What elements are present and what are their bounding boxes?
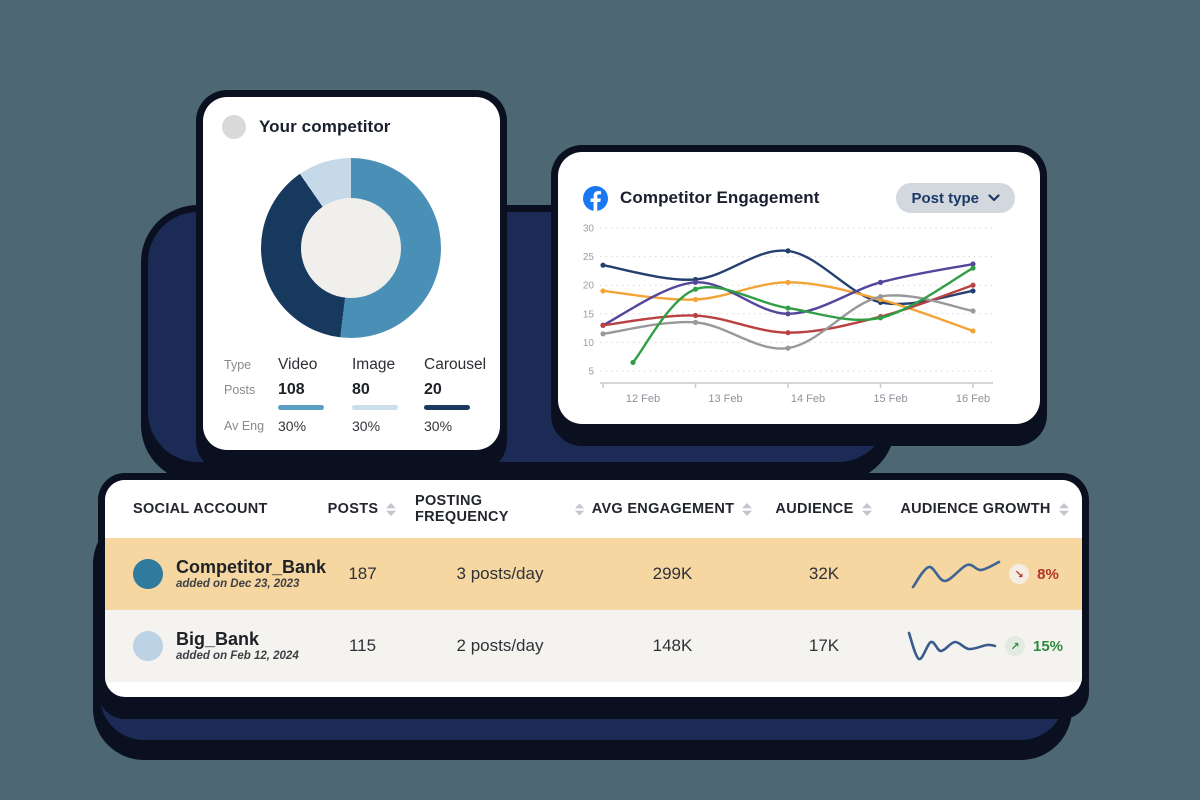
growth-percentage: 8% — [1037, 565, 1059, 583]
legend-posts-value: 80 — [352, 380, 370, 398]
svg-text:30: 30 — [583, 224, 595, 235]
column-header-audience[interactable]: AUDIENCE — [760, 501, 888, 517]
sort-icon — [1058, 502, 1069, 516]
sort-icon — [386, 502, 397, 516]
frequency-cell: 2 posts/day — [456, 636, 544, 655]
account-added-date: added on Dec 23, 2023 — [176, 578, 300, 591]
legend-row-label: Posts — [224, 382, 256, 397]
legend-type-label: Carousel — [424, 355, 487, 373]
column-header-posts[interactable]: POSTS — [310, 501, 415, 517]
sort-icon — [861, 502, 872, 516]
table-header-row: SOCIAL ACCOUNT POSTS POSTING FREQUENCY AVG … — [105, 480, 1082, 538]
account-cell: Big_Bank added on Feb 12, 2024 — [105, 628, 310, 663]
table-row-competitor_bank[interactable]: Competitor_Bank added on Dec 23, 2023 187 3… — [105, 538, 1082, 610]
svg-text:14 Feb: 14 Feb — [791, 393, 825, 405]
facebook-icon — [583, 185, 608, 211]
account-name: Competitor_Bank — [176, 556, 327, 577]
post-type-donut-chart — [261, 158, 441, 338]
audience-growth-cell: ↗ 15% — [888, 629, 1082, 663]
column-header-audience-growth[interactable]: AUDIENCE GROWTH — [888, 501, 1082, 517]
legend-avg-eng-value: 30% — [352, 417, 381, 434]
legend-color-bar — [278, 402, 352, 413]
column-header-avg-engagement[interactable]: AVG ENGAGEMENT — [585, 501, 760, 517]
donut-card-title: Your competitor — [259, 117, 391, 136]
trend-down-icon: ↘ — [1009, 564, 1030, 584]
legend-posts-value: 108 — [278, 380, 305, 398]
column-header-label: SOCIAL ACCOUNT — [133, 501, 268, 517]
legend-avg-eng-value: 30% — [424, 417, 453, 434]
post-type-legend: Type Video Image Carousel Posts 108 80 20 Av Eng… — [224, 352, 490, 438]
table-row-big_bank[interactable]: Big_Bank added on Feb 12, 2024 115 2 posts/… — [105, 610, 1082, 682]
audience-cell: 32K — [808, 564, 840, 583]
growth-sparkline — [911, 560, 1001, 589]
competitors-table-card: SOCIAL ACCOUNT POSTS POSTING FREQUENCY AVG … — [105, 480, 1082, 697]
sort-icon — [574, 503, 585, 515]
post-type-dropdown-label: Post type — [911, 189, 979, 207]
legend-color-bar — [352, 402, 424, 413]
post-type-dropdown[interactable]: Post type — [896, 183, 1015, 213]
posts-cell: 115 — [348, 636, 377, 655]
column-header-label: POSTING FREQUENCY — [415, 493, 509, 525]
legend-type-label: Video — [278, 355, 318, 373]
column-header-social-account: SOCIAL ACCOUNT — [105, 501, 310, 517]
engagement-line-chart: 30 25 20 15 10 5 12 Feb 13 Feb 14 Feb 15 Feb 16 Fe… — [583, 224, 993, 405]
growth-sparkline — [907, 631, 997, 661]
column-header-label: AUDIENCE — [775, 501, 854, 517]
svg-text:15: 15 — [583, 309, 595, 320]
column-header-label: AUDIENCE GROWTH — [900, 501, 1051, 517]
svg-text:20: 20 — [583, 281, 595, 292]
table-body: Competitor_Bank added on Dec 23, 2023 187 3… — [105, 538, 1082, 682]
column-header-posting-frequency[interactable]: POSTING FREQUENCY — [415, 493, 585, 525]
competitor-post-types-card: Your competitor Type Video Image Carousel Po… — [203, 97, 500, 450]
competitor-avatar-icon — [222, 115, 246, 139]
account-avatar — [133, 630, 163, 661]
svg-text:13 Feb: 13 Feb — [708, 393, 742, 405]
audience-cell: 17K — [808, 636, 840, 655]
legend-type-label: Image — [352, 355, 396, 373]
column-header-label: AVG ENGAGEMENT — [591, 501, 735, 517]
competitor-engagement-card: 30 25 20 15 10 5 12 Feb 13 Feb 14 Feb 15 Feb 16 Fe… — [558, 152, 1040, 424]
audience-growth-cell: ↘ 8% — [888, 557, 1082, 591]
svg-text:5: 5 — [588, 367, 594, 378]
svg-text:10: 10 — [583, 338, 595, 349]
avg-engagement-cell: 299K — [652, 564, 693, 583]
svg-text:16 Feb: 16 Feb — [956, 393, 990, 405]
legend-posts-value: 20 — [424, 380, 442, 398]
sort-icon — [742, 502, 753, 516]
frequency-cell: 3 posts/day — [456, 564, 544, 583]
account-added-date: added on Feb 12, 2024 — [176, 650, 299, 663]
legend-row-label: Type — [224, 357, 252, 372]
account-name: Big_Bank — [176, 628, 260, 649]
avg-engagement-cell: 148K — [652, 636, 693, 655]
engagement-card-title: Competitor Engagement — [620, 188, 820, 207]
svg-text:25: 25 — [583, 252, 595, 263]
growth-percentage: 15% — [1032, 637, 1064, 655]
trend-up-icon: ↗ — [1004, 636, 1025, 656]
svg-text:12 Feb: 12 Feb — [626, 393, 660, 405]
account-cell: Competitor_Bank added on Dec 23, 2023 — [105, 557, 326, 590]
account-avatar — [133, 558, 163, 589]
legend-color-bar — [424, 402, 490, 413]
legend-row-label: Av Eng — [224, 418, 265, 433]
svg-text:15 Feb: 15 Feb — [873, 393, 907, 405]
legend-avg-eng-value: 30% — [278, 417, 307, 434]
legend-bar-row — [224, 402, 278, 413]
posts-cell: 187 — [348, 564, 377, 583]
chevron-down-icon — [988, 194, 1000, 202]
column-header-label: POSTS — [327, 501, 379, 517]
